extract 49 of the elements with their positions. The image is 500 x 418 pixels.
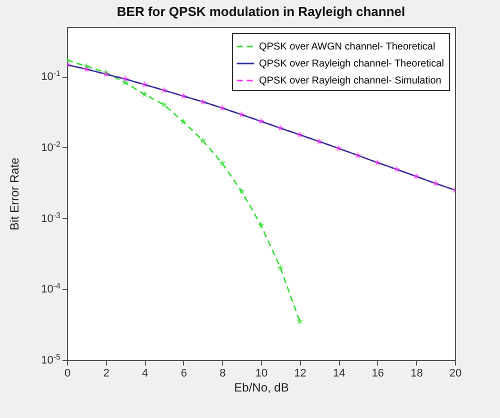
point (296, 318, 304, 324)
y-tick-label: 10$^{-1}$ (41, 68, 62, 84)
point (122, 78, 129, 86)
x-tick-label: 2 (103, 368, 110, 380)
x-tick-label: 12 (294, 368, 306, 380)
x-tick-label: 4 (142, 368, 148, 380)
x-tick-label: 8 (220, 368, 226, 380)
y-tick-label: 10$^{-2}$ (41, 139, 62, 154)
x-tick-label: 10 (255, 368, 268, 380)
point (257, 221, 265, 228)
point (257, 117, 265, 124)
y-tick-label: 10$^{-5}$ (41, 352, 62, 366)
y-tick-label: 10$^{-3}$ (41, 210, 62, 225)
y-axis-title: Bit Error Rate (8, 157, 22, 230)
point (180, 118, 187, 125)
point (316, 138, 323, 145)
point (199, 136, 206, 144)
legend-label: QPSK over Rayleigh channel- Simulation (259, 76, 442, 86)
chart-title: BER for QPSK modulation in Rayleigh channel (116, 4, 406, 19)
x-axis-title: Eb/No, dB (234, 380, 289, 394)
point (238, 188, 246, 194)
x-tick-label: 20 (449, 368, 462, 380)
point (199, 98, 206, 105)
x-tick-label: 18 (410, 368, 423, 380)
point (218, 104, 226, 111)
point (393, 166, 400, 172)
point (412, 172, 420, 180)
x-tick-label: 14 (332, 368, 346, 380)
point (276, 264, 284, 271)
point (296, 131, 304, 138)
y-tick-label: 10$^{-4}$ (41, 281, 62, 296)
point (432, 180, 440, 186)
point (160, 101, 168, 108)
point (238, 110, 246, 118)
point (335, 144, 342, 152)
x-tick-label: 16 (372, 368, 384, 380)
point (82, 65, 90, 72)
point (218, 159, 226, 166)
point (141, 80, 148, 88)
x-tick-label: 6 (180, 368, 187, 380)
legend-label: QPSK over AWGN channel- Theoretical (259, 42, 436, 52)
point (276, 124, 284, 132)
point (374, 158, 381, 166)
point (160, 86, 168, 94)
legend-label: QPSK over Rayleigh channel- Theoretical (259, 58, 444, 70)
x-tick-label: 0 (64, 368, 71, 380)
point (180, 92, 187, 100)
point (354, 152, 362, 158)
point (122, 75, 129, 82)
